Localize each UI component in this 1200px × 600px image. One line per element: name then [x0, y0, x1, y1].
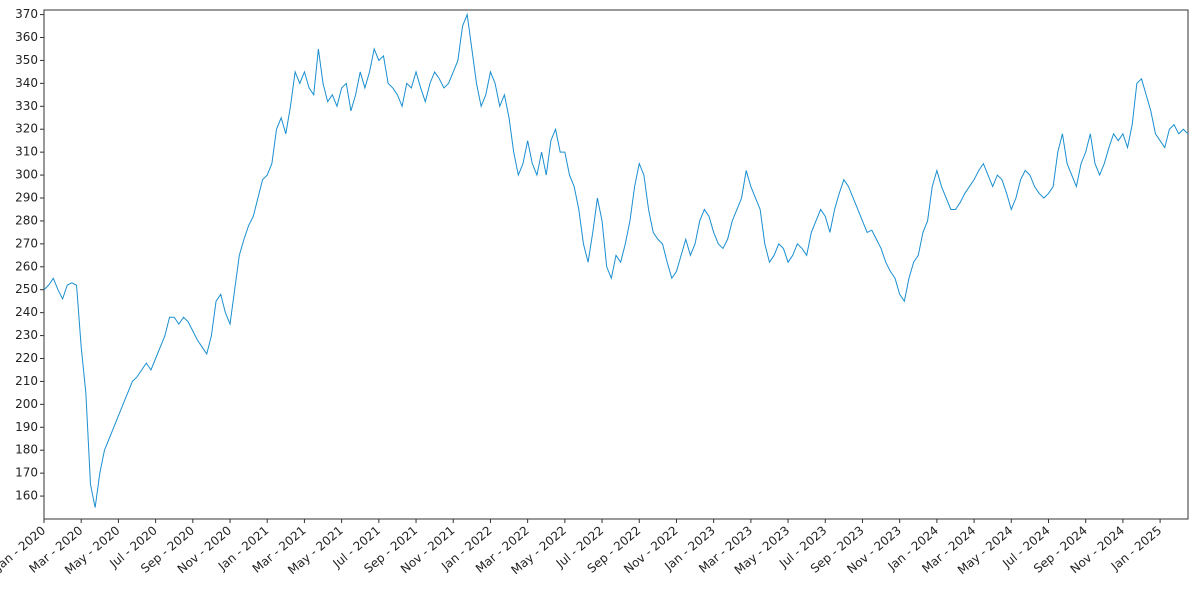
- y-tick-label: 290: [15, 191, 38, 205]
- y-tick-label: 200: [15, 397, 38, 411]
- plot-frame: [43, 9, 1189, 520]
- y-tick-label: 320: [15, 122, 38, 136]
- y-tick-label: 190: [15, 420, 38, 434]
- y-tick-label: 250: [15, 282, 38, 296]
- y-tick-label: 280: [15, 213, 38, 227]
- y-tick-label: 370: [15, 7, 38, 21]
- y-tick-label: 180: [15, 443, 38, 457]
- series-line: [43, 12, 1189, 508]
- y-tick-label: 330: [15, 99, 38, 113]
- y-tick-label: 230: [15, 328, 38, 342]
- y-tick-label: 340: [15, 76, 38, 90]
- y-tick-label: 300: [15, 168, 38, 182]
- y-tick-label: 360: [15, 30, 38, 44]
- y-tick-label: 220: [15, 351, 38, 365]
- y-tick-label: 170: [15, 466, 38, 480]
- y-tick-label: 270: [15, 236, 38, 250]
- y-tick-label: 260: [15, 259, 38, 273]
- y-tick-label: 210: [15, 374, 38, 388]
- y-tick-label: 240: [15, 305, 38, 319]
- y-tick-label: 310: [15, 145, 38, 159]
- y-tick-label: 160: [15, 489, 38, 503]
- y-tick-label: 350: [15, 53, 38, 67]
